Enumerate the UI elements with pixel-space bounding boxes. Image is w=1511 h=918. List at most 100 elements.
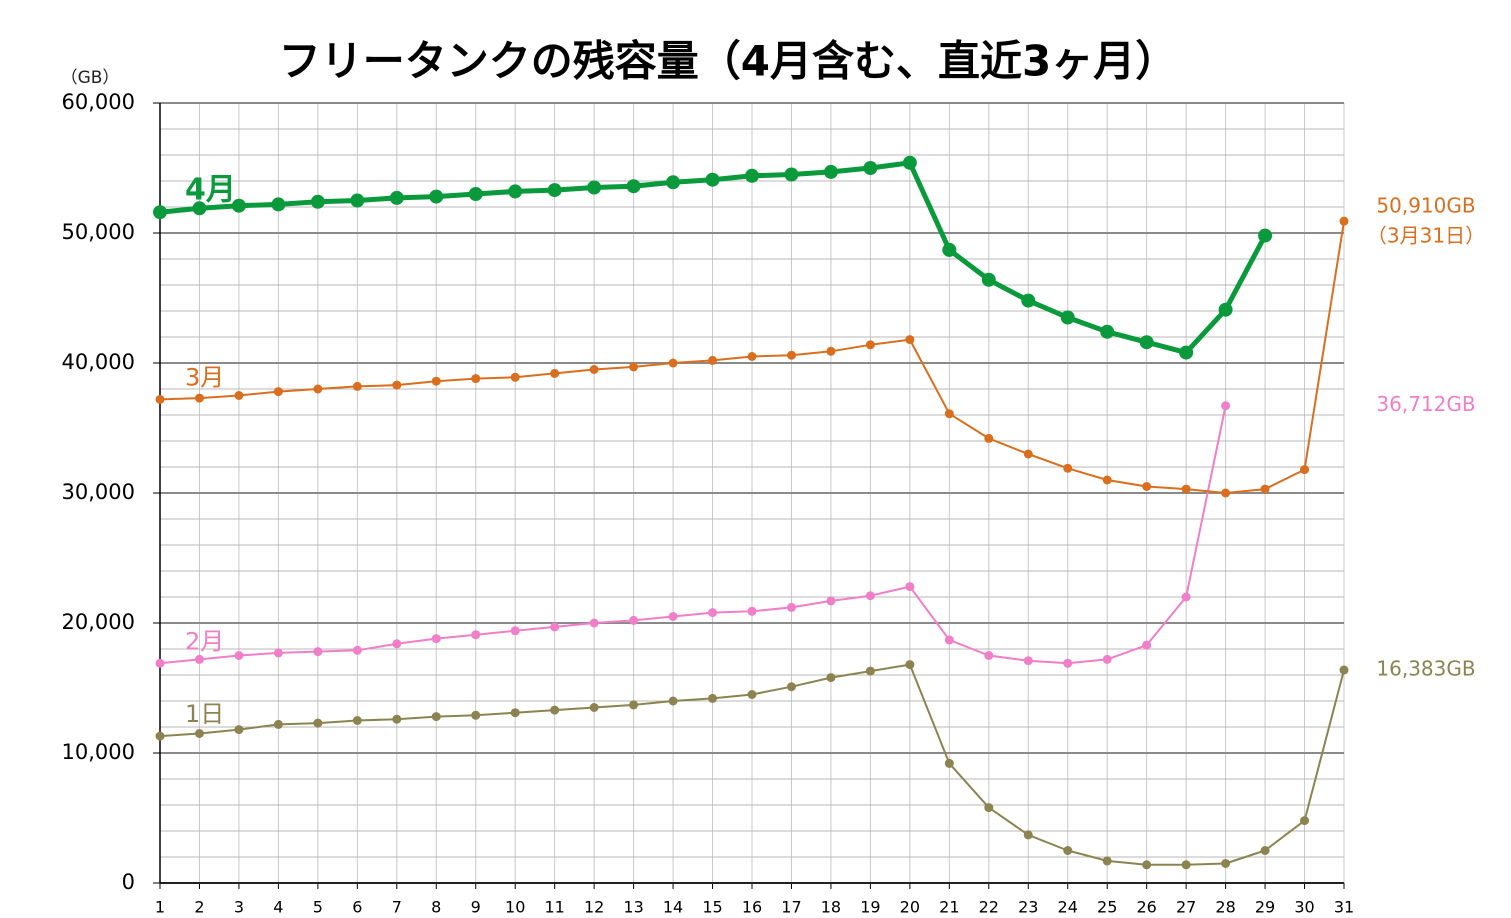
data-point (431, 634, 441, 644)
x-tick-label: 5 (313, 898, 323, 917)
data-point (747, 690, 757, 699)
data-point (429, 189, 444, 204)
y-tick-label: 10,000 (62, 740, 135, 764)
data-point (1021, 293, 1036, 308)
data-point (1060, 310, 1075, 325)
y-tick-label: 40,000 (62, 350, 135, 374)
x-tick-label: 19 (860, 898, 880, 917)
data-point (471, 374, 481, 384)
data-point (784, 167, 799, 182)
x-tick-label: 24 (1058, 898, 1078, 917)
series-label: 3月 (185, 363, 224, 391)
x-tick-label: 21 (939, 898, 959, 917)
data-point (629, 700, 639, 710)
data-point (310, 194, 325, 209)
data-point (1339, 216, 1349, 226)
series-label: 1日 (185, 700, 224, 728)
data-point (1260, 846, 1270, 855)
series-label: 4月 (185, 173, 236, 208)
data-point (668, 358, 678, 368)
data-point (550, 622, 560, 632)
data-point (905, 335, 915, 345)
data-point (1063, 658, 1073, 668)
x-tick-label: 14 (663, 898, 683, 917)
data-point (194, 393, 204, 403)
y-tick-label: 60,000 (62, 90, 135, 114)
data-point (153, 205, 167, 220)
data-point (984, 803, 994, 813)
x-tick-label: 7 (392, 898, 402, 917)
data-point (313, 647, 323, 657)
data-point (1102, 856, 1112, 866)
data-point (234, 651, 244, 660)
data-point (1258, 228, 1273, 243)
y-tick-label: 0 (122, 870, 135, 894)
data-point (392, 380, 402, 390)
data-point (708, 608, 718, 618)
data-point (984, 433, 994, 443)
data-point (1139, 335, 1154, 350)
data-point (865, 340, 875, 350)
data-point (313, 718, 323, 728)
data-point (587, 180, 602, 195)
data-point (1221, 488, 1231, 498)
data-point (234, 725, 244, 735)
data-point (1181, 592, 1191, 602)
data-point (194, 654, 204, 664)
data-point (352, 381, 362, 391)
data-point (313, 384, 323, 394)
data-point (589, 365, 599, 374)
data-point (431, 712, 441, 722)
data-point (431, 376, 441, 386)
data-point (1063, 463, 1073, 473)
data-point (273, 648, 283, 658)
data-point (271, 197, 286, 212)
data-point (944, 635, 954, 645)
y-tick-label: 20,000 (62, 610, 135, 634)
data-point (468, 187, 483, 201)
data-point (1023, 449, 1033, 459)
data-point (708, 693, 718, 703)
data-point (155, 731, 165, 741)
series-line (159, 405, 1227, 665)
x-tick-label: 29 (1255, 898, 1275, 917)
y-tick-label: 50,000 (62, 220, 135, 244)
data-point (708, 355, 718, 365)
data-point (944, 758, 954, 768)
data-point (1218, 302, 1233, 317)
end-label: 16,383GB (1376, 657, 1475, 681)
data-point (1023, 656, 1033, 666)
data-point (1339, 665, 1349, 675)
x-tick-label: 13 (623, 898, 643, 917)
data-point (786, 350, 796, 360)
x-tick-label: 1 (155, 898, 165, 917)
data-point (510, 372, 520, 382)
y-axis-label: （GB） (61, 68, 120, 88)
data-point (826, 596, 836, 606)
data-point (942, 242, 957, 257)
x-tick-label: 3 (234, 898, 244, 917)
data-point (352, 716, 362, 725)
x-tick-label: 11 (544, 898, 564, 917)
data-point (231, 198, 246, 213)
data-point (1300, 816, 1310, 826)
x-tick-label: 8 (431, 898, 441, 917)
data-point (273, 387, 283, 397)
end-note: （3月31日） (1367, 224, 1485, 248)
data-point (944, 409, 954, 419)
data-point (666, 175, 681, 190)
data-point (1100, 324, 1115, 339)
data-point (392, 639, 402, 649)
data-point (471, 630, 481, 640)
x-tick-label: 10 (505, 898, 525, 917)
x-tick-label: 12 (584, 898, 604, 917)
data-point (786, 682, 796, 692)
data-point (863, 161, 878, 175)
x-tick-label: 26 (1136, 898, 1156, 917)
data-point (865, 591, 875, 601)
data-point (1142, 640, 1152, 650)
data-point (350, 193, 365, 208)
data-point (747, 352, 757, 361)
data-point (981, 272, 996, 287)
